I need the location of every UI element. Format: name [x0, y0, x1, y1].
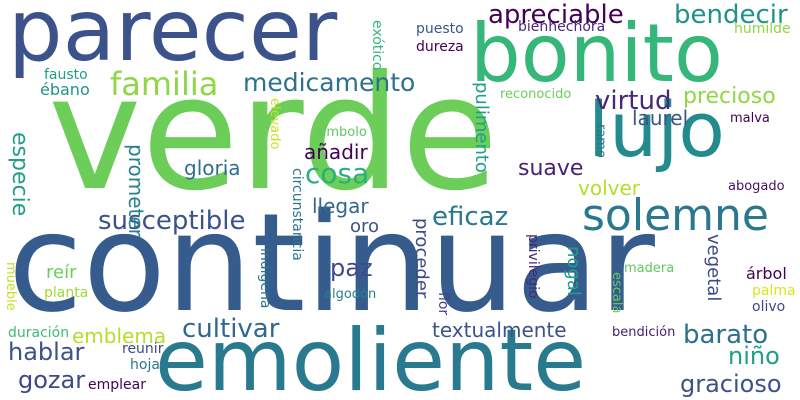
cloud-word: bendición — [612, 325, 676, 340]
cloud-word: hoja — [130, 357, 160, 373]
cloud-word: duración — [8, 325, 70, 341]
cloud-word: añadir — [304, 140, 368, 164]
cloud-word: escala — [609, 272, 624, 314]
cloud-word: parecer — [8, 0, 338, 81]
cloud-word: emoliente — [155, 311, 587, 400]
cloud-word: olivo — [752, 299, 786, 315]
cloud-word: barato — [683, 320, 769, 350]
cloud-word: cultivar — [182, 314, 280, 344]
cloud-word: emblema — [72, 324, 167, 348]
cloud-word: flor — [435, 292, 451, 316]
cloud-word: malva — [730, 111, 770, 126]
cloud-word: laurel — [632, 106, 689, 130]
cloud-word: cosa — [305, 157, 370, 190]
cloud-word: madera — [624, 261, 675, 276]
cloud-word: precioso — [683, 84, 776, 109]
cloud-word: textualmente — [432, 318, 567, 342]
cloud-word: árbol — [746, 264, 787, 283]
cloud-word: gracioso — [680, 370, 782, 398]
cloud-word: prometer — [124, 144, 148, 237]
cloud-word: bonito — [470, 7, 723, 100]
cloud-word: especie — [7, 132, 32, 217]
cloud-word: mueble — [3, 262, 18, 311]
cloud-word: pulimento — [471, 82, 492, 173]
cloud-word: abogado — [728, 179, 785, 194]
cloud-word: hablar — [8, 338, 85, 366]
cloud-word: ébano — [40, 80, 90, 99]
cloud-word: reunir — [122, 341, 164, 357]
cloud-word: nogal — [563, 246, 584, 296]
cloud-word: llegar — [312, 194, 369, 218]
cloud-word: reconocido — [500, 87, 572, 102]
cloud-word: ramo — [593, 124, 608, 158]
cloud-word: familia — [110, 65, 219, 103]
cloud-word: reír — [46, 262, 77, 283]
cloud-word: proceder — [411, 218, 432, 299]
cloud-word: virtud — [595, 86, 672, 116]
cloud-word: emplear — [88, 377, 146, 393]
cloud-word: planta — [44, 285, 89, 301]
cloud-word: volver — [578, 176, 640, 200]
cloud-word: algodón — [324, 287, 377, 302]
cloud-word: apreciable — [488, 0, 624, 30]
cloud-word: elevado — [267, 98, 282, 150]
cloud-word: vegetal — [703, 234, 724, 302]
cloud-word: suave — [518, 156, 584, 181]
cloud-word: privilegio — [525, 234, 541, 299]
cloud-word: solemne — [582, 190, 769, 241]
cloud-word: humilde — [734, 21, 791, 37]
cloud-word: indígena — [257, 248, 273, 309]
cloud-word: dureza — [416, 39, 464, 55]
cloud-word: paz — [330, 254, 373, 282]
cloud-word: verde — [48, 42, 499, 226]
cloud-word: fausto — [44, 67, 88, 83]
cloud-word: gozar — [18, 366, 86, 394]
cloud-word: palma — [752, 283, 796, 299]
cloud-word: puesto — [416, 21, 464, 37]
cloud-word: oro — [350, 216, 380, 237]
cloud-word: exótico — [369, 20, 385, 71]
cloud-word: gloria — [184, 156, 241, 180]
cloud-word: susceptible — [98, 206, 246, 236]
cloud-word: eficaz — [432, 202, 509, 232]
cloud-word: lujo — [588, 85, 725, 174]
cloud-word: bendecir — [674, 0, 788, 30]
cloud-word: circunstancia — [289, 168, 305, 261]
cloud-word: niño — [728, 342, 780, 370]
cloud-word: medicamento — [243, 68, 416, 97]
cloud-word: continuar — [8, 185, 655, 343]
cloud-word: símbolo — [316, 125, 367, 140]
cloud-word: bienhechora — [518, 19, 606, 35]
